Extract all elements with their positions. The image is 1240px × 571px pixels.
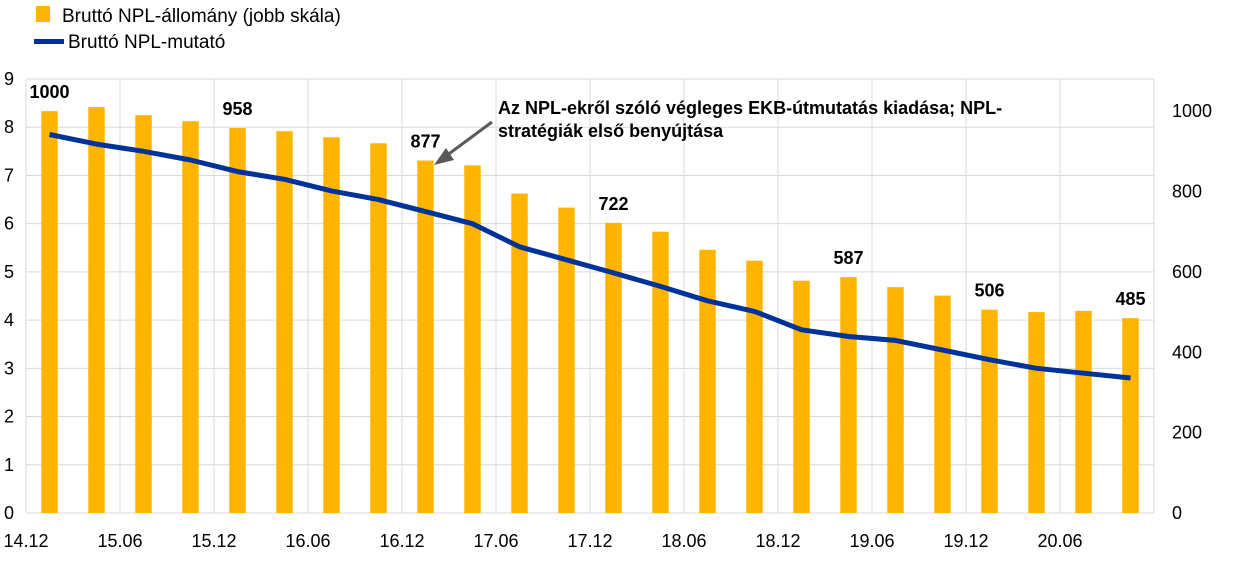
- series-line: [48, 132, 1131, 381]
- y-left-tick-label: 3: [4, 358, 14, 378]
- bars: [41, 107, 1139, 514]
- bar: [41, 111, 58, 514]
- bar: [699, 249, 716, 513]
- bar: [370, 143, 387, 513]
- bar: [88, 107, 105, 513]
- x-tick-label: 18.12: [755, 531, 800, 551]
- x-tick-label: 19.06: [849, 531, 894, 551]
- bar: [276, 131, 293, 514]
- data-labels: 1000 958 877 722 587 506 485: [29, 82, 1145, 309]
- bar: [934, 295, 951, 513]
- data-label: 587: [833, 248, 863, 268]
- bar: [464, 165, 481, 514]
- x-tick-label: 20.06: [1037, 531, 1082, 551]
- x-tick-label: 15.12: [191, 531, 236, 551]
- data-label: 485: [1115, 289, 1145, 309]
- y-right-tick-label: 0: [1172, 503, 1182, 523]
- bar: [840, 277, 857, 513]
- y-right-tick-label: 200: [1172, 423, 1202, 443]
- y-left-tick-label: 0: [4, 503, 14, 523]
- bar: [511, 193, 528, 513]
- data-label: 958: [222, 99, 252, 119]
- x-tick-label: 17.12: [567, 531, 612, 551]
- y-left-axis: 0 1 2 3 4 5 6 7 8 9: [4, 69, 14, 523]
- legend: Bruttó NPL-állomány (jobb skála) Bruttó …: [34, 6, 341, 53]
- bar: [558, 207, 575, 513]
- bar: [605, 222, 622, 513]
- y-left-tick-label: 6: [4, 214, 14, 234]
- data-label: 722: [598, 194, 628, 214]
- bar: [182, 121, 199, 513]
- annotation-line-2: stratégiák első benyújtása: [498, 121, 724, 141]
- x-tick-label: 14.12: [3, 531, 48, 551]
- bar: [887, 287, 904, 513]
- annotation-arrow-shaft: [445, 120, 493, 158]
- x-axis: 14.12 15.06 15.12 16.06 16.12 17.06 17.12 18.06…: [3, 531, 1082, 551]
- y-left-tick-label: 1: [4, 455, 14, 475]
- bar: [135, 115, 152, 514]
- bar: [746, 260, 763, 513]
- y-left-tick-label: 2: [4, 407, 14, 427]
- bar: [1028, 312, 1045, 513]
- y-right-tick-label: 600: [1172, 262, 1202, 282]
- y-left-tick-label: 4: [4, 310, 14, 330]
- x-tick-label: 19.12: [943, 531, 988, 551]
- bar: [981, 309, 998, 513]
- data-label: 877: [410, 132, 440, 152]
- bar: [1075, 310, 1092, 513]
- x-tick-label: 18.06: [661, 531, 706, 551]
- bar: [1122, 318, 1139, 513]
- y-right-axis: 0 200 400 600 800 1000: [1172, 101, 1212, 523]
- bar: [323, 137, 340, 513]
- annotation-line-1: Az NPL-ekről szóló végleges EKB-útmutatá…: [498, 98, 1002, 118]
- bar: [793, 280, 810, 513]
- bar: [229, 128, 246, 513]
- y-left-tick-label: 9: [4, 69, 14, 89]
- legend-line-swatch: [34, 39, 64, 44]
- x-tick-label: 17.06: [473, 531, 518, 551]
- y-right-tick-label: 400: [1172, 342, 1202, 362]
- data-label: 1000: [29, 82, 69, 102]
- y-right-tick-label: 800: [1172, 182, 1202, 202]
- legend-line-label: Bruttó NPL-mutató: [68, 32, 225, 53]
- legend-bar-swatch: [36, 6, 50, 22]
- bar: [417, 160, 434, 513]
- x-tick-label: 16.06: [285, 531, 330, 551]
- data-label: 506: [974, 281, 1004, 301]
- x-tick-label: 16.12: [379, 531, 424, 551]
- annotation: Az NPL-ekről szóló végleges EKB-útmutatá…: [434, 98, 1002, 165]
- bar: [652, 231, 669, 513]
- line-layer: [48, 132, 1131, 381]
- legend-bar-label: Bruttó NPL-állomány (jobb skála): [62, 6, 341, 27]
- y-right-tick-label: 1000: [1172, 101, 1212, 121]
- annotation-arrow-head: [434, 148, 454, 165]
- y-left-tick-label: 5: [4, 262, 14, 282]
- x-tick-label: 15.06: [97, 531, 142, 551]
- y-left-tick-label: 8: [4, 117, 14, 137]
- y-left-tick-label: 7: [4, 165, 14, 185]
